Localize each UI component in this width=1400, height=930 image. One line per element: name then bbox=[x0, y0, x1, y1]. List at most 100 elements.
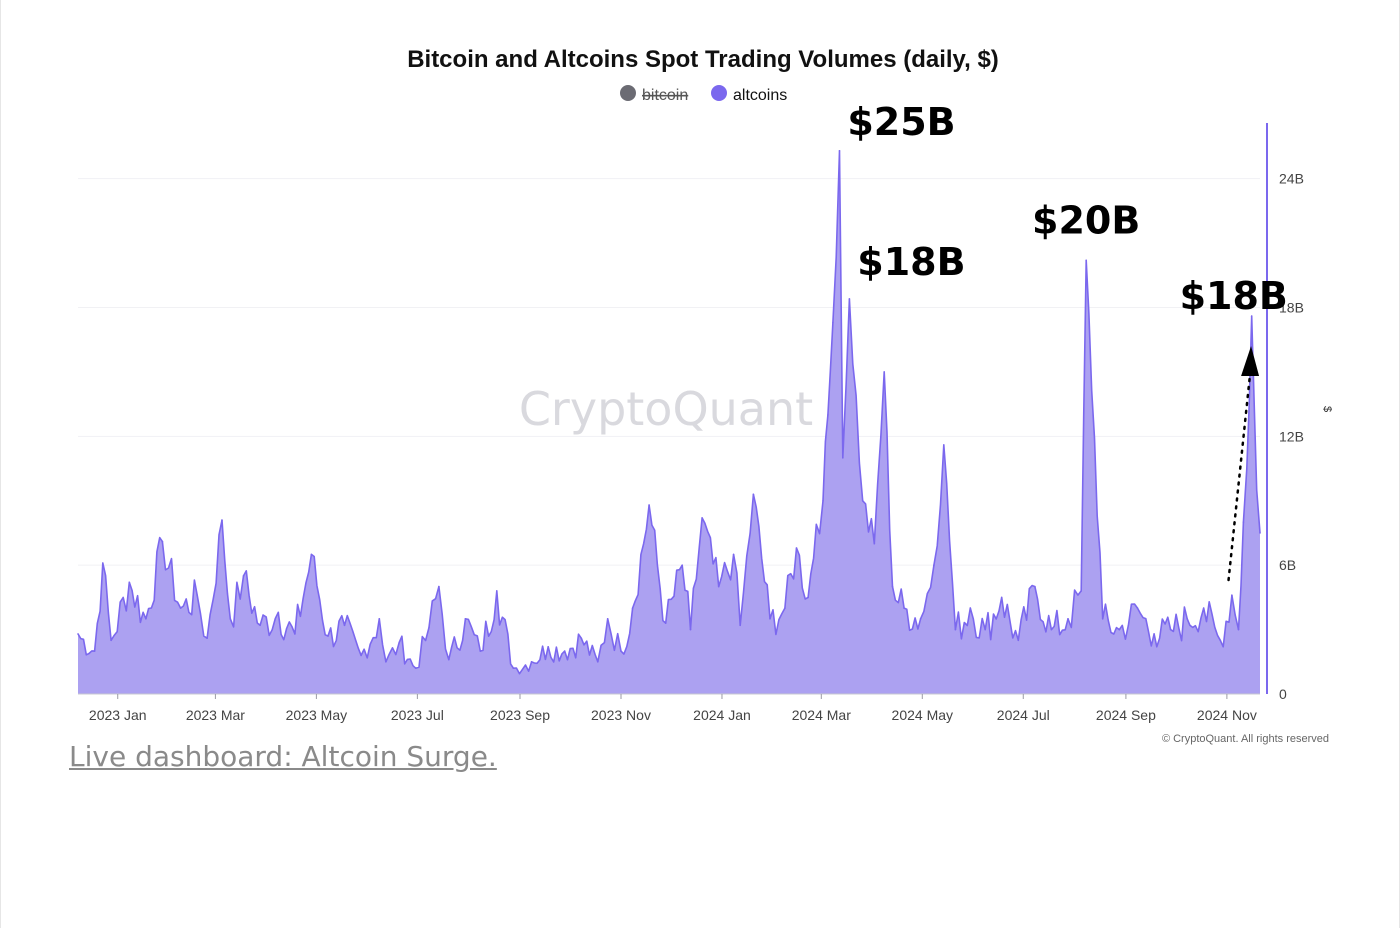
x-tick-label-7: 2024 Mar bbox=[792, 707, 851, 723]
data-point-76 bbox=[1085, 259, 1087, 262]
data-point-77 bbox=[1101, 618, 1104, 620]
data-point-21 bbox=[385, 661, 387, 663]
x-tick-label-10: 2024 Sep bbox=[1096, 707, 1156, 723]
data-point-62 bbox=[891, 585, 894, 588]
data-point-84 bbox=[1219, 639, 1222, 642]
data-point-83 bbox=[1202, 607, 1205, 609]
data-point-15 bbox=[294, 633, 296, 635]
data-point-55 bbox=[832, 321, 834, 324]
legend-item-altcoins[interactable]: altcoins bbox=[711, 85, 787, 104]
legend-label-bitcoin: bitcoin bbox=[642, 87, 688, 104]
annotation-label-3: $18B bbox=[1180, 274, 1288, 318]
data-point-4 bbox=[128, 581, 131, 584]
data-point-88 bbox=[1246, 467, 1248, 470]
annotation-label-1: $18B bbox=[857, 240, 965, 284]
data-point-51 bbox=[807, 596, 809, 599]
data-point-17 bbox=[327, 635, 329, 637]
data-point-10 bbox=[221, 519, 223, 521]
data-point-49 bbox=[784, 607, 786, 609]
y-axis-label: $ bbox=[1321, 406, 1333, 412]
live-dashboard-link[interactable]: Live dashboard: Altcoin Surge. bbox=[69, 740, 497, 773]
grid bbox=[78, 178, 1260, 566]
data-point-34 bbox=[580, 637, 583, 639]
data-point-85 bbox=[1231, 594, 1233, 596]
data-point-30 bbox=[512, 667, 515, 669]
data-point-11 bbox=[229, 618, 232, 620]
x-tick-label-8: 2024 May bbox=[892, 707, 953, 723]
data-point-45 bbox=[732, 553, 735, 556]
x-tick-label-0: 2023 Jan bbox=[89, 707, 147, 723]
data-point-86 bbox=[1237, 628, 1240, 631]
x-tick-label-5: 2023 Nov bbox=[591, 707, 651, 723]
data-point-80 bbox=[1153, 633, 1155, 635]
trend-arrow-head bbox=[1241, 346, 1260, 376]
x-tick-label-6: 2024 Jan bbox=[693, 707, 751, 723]
data-point-25 bbox=[438, 585, 440, 588]
annotation-label-2: $20B bbox=[1032, 198, 1140, 242]
data-point-18 bbox=[343, 624, 346, 627]
data-point-91 bbox=[1259, 532, 1261, 534]
data-point-79 bbox=[1136, 607, 1139, 609]
data-point-65 bbox=[933, 564, 935, 566]
data-point-31 bbox=[530, 661, 533, 663]
data-point-43 bbox=[701, 517, 703, 519]
data-point-20 bbox=[378, 618, 381, 620]
data-point-19 bbox=[360, 654, 362, 657]
data-point-9 bbox=[206, 637, 208, 639]
area-series-altcoins bbox=[77, 150, 1261, 695]
data-point-68 bbox=[969, 607, 972, 609]
data-point-69 bbox=[984, 628, 986, 631]
x-tick-label-11: 2024 Nov bbox=[1197, 707, 1257, 723]
data-point-1 bbox=[93, 650, 96, 652]
data-point-78 bbox=[1118, 628, 1121, 631]
data-point-72 bbox=[1034, 585, 1036, 588]
data-point-59 bbox=[861, 500, 864, 502]
data-point-47 bbox=[752, 493, 755, 496]
data-point-82 bbox=[1186, 618, 1188, 620]
y-tick-label-4: 24B bbox=[1279, 171, 1304, 187]
data-point-27 bbox=[464, 618, 467, 620]
legend[interactable]: bitcoin altcoins bbox=[620, 85, 787, 104]
data-point-41 bbox=[681, 564, 683, 566]
legend-item-bitcoin[interactable]: bitcoin bbox=[620, 85, 688, 104]
y-tick-label-0: 0 bbox=[1279, 686, 1287, 702]
data-point-53 bbox=[822, 500, 824, 502]
x-tick-label-3: 2023 Jul bbox=[391, 707, 444, 723]
x-axis-ticks: 2023 Jan 2023 Mar 2023 May 2023 Jul 2023 Sep… bbox=[89, 694, 1257, 723]
data-point-89 bbox=[1250, 315, 1253, 317]
data-point-28 bbox=[479, 650, 482, 652]
data-point-37 bbox=[620, 650, 622, 652]
data-point-74 bbox=[1067, 618, 1069, 620]
x-tick-label-1: 2023 Mar bbox=[186, 707, 245, 723]
data-point-61 bbox=[883, 371, 885, 373]
data-point-6 bbox=[161, 540, 164, 543]
data-point-2 bbox=[102, 562, 104, 564]
data-point-57 bbox=[842, 457, 844, 459]
y-tick-label-1: 6B bbox=[1279, 557, 1296, 573]
data-point-16 bbox=[310, 553, 313, 556]
annotations: $25B $18B $20B $18B bbox=[847, 100, 1288, 582]
copyright-notice: © CryptoQuant. All rights reserved bbox=[1162, 733, 1329, 745]
data-point-48 bbox=[769, 618, 771, 620]
data-point-7 bbox=[179, 607, 182, 609]
legend-marker-bitcoin bbox=[620, 85, 636, 101]
data-point-63 bbox=[903, 607, 905, 609]
data-point-58 bbox=[848, 298, 851, 300]
data-point-87 bbox=[1242, 521, 1245, 523]
data-point-5 bbox=[145, 618, 147, 620]
data-point-56 bbox=[838, 150, 841, 152]
data-point-22 bbox=[398, 641, 401, 644]
data-point-12 bbox=[242, 575, 245, 577]
legend-marker-altcoins bbox=[711, 85, 727, 101]
x-tick-label-2: 2023 May bbox=[286, 707, 347, 723]
data-point-36 bbox=[606, 618, 609, 620]
data-point-3 bbox=[110, 639, 112, 642]
annotation-label-0: $25B bbox=[847, 100, 955, 144]
data-point-13 bbox=[259, 624, 261, 627]
data-point-90 bbox=[1255, 489, 1258, 491]
chart: Bitcoin and Altcoins Spot Trading Volume… bbox=[77, 46, 1333, 745]
legend-label-altcoins: altcoins bbox=[733, 87, 787, 104]
data-point-67 bbox=[954, 628, 957, 631]
line-altcoins bbox=[77, 150, 1261, 675]
